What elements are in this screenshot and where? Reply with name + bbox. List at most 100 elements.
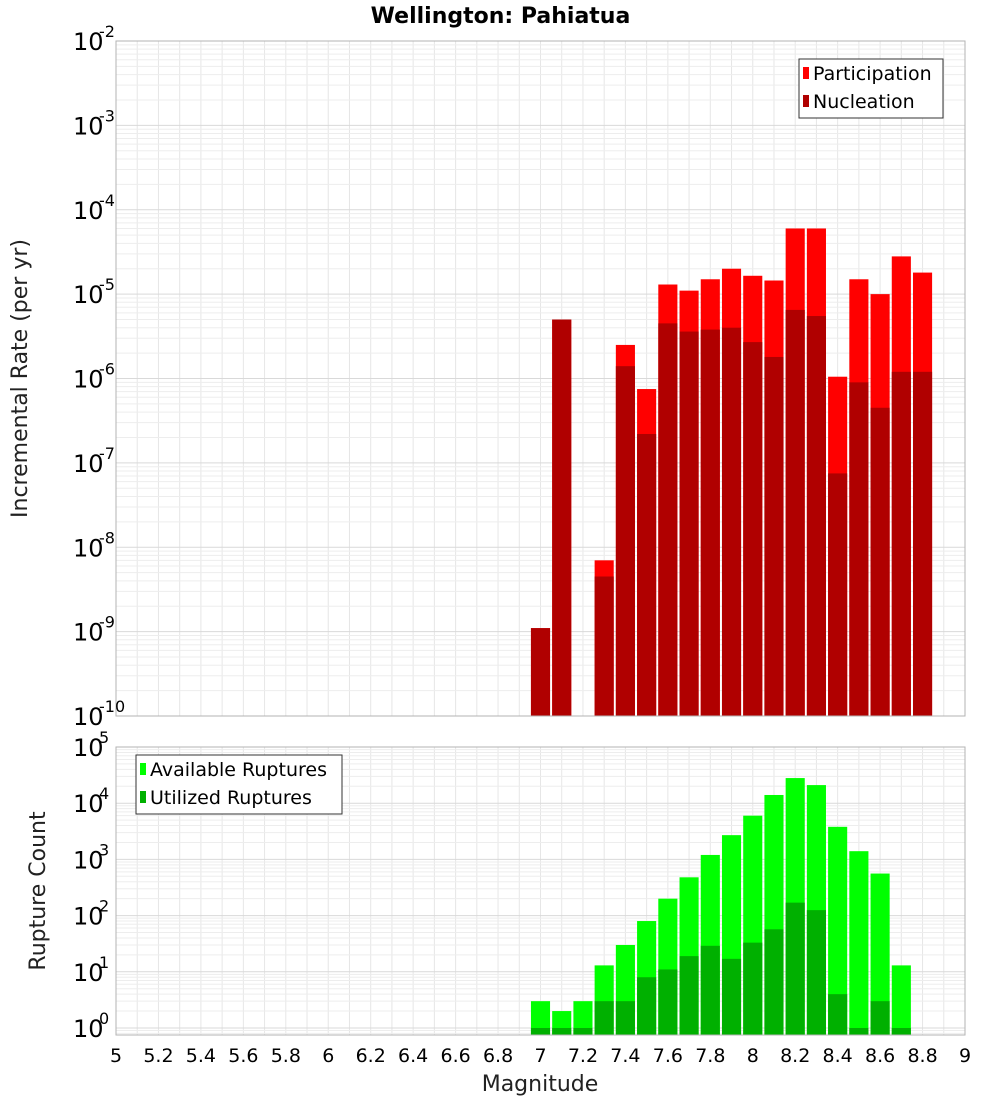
series-1 bbox=[530, 309, 933, 716]
bar bbox=[594, 1001, 614, 1035]
legend: Participation Nucleation bbox=[798, 58, 944, 119]
bar bbox=[912, 371, 933, 716]
y-tick-exponent: 1 bbox=[99, 953, 109, 972]
y-tick-label: 10-6 bbox=[73, 360, 115, 394]
y-axis-label: Incremental Rate (per yr) bbox=[8, 239, 33, 518]
x-tick-label: 8.6 bbox=[865, 1045, 895, 1067]
bar bbox=[785, 309, 805, 716]
x-tick-label: 5.4 bbox=[186, 1045, 216, 1067]
bar bbox=[679, 956, 699, 1035]
y-tick-base: 10 bbox=[73, 703, 104, 731]
legend-box bbox=[135, 754, 343, 815]
bar bbox=[530, 1027, 551, 1035]
bar bbox=[806, 910, 826, 1035]
bar bbox=[658, 969, 678, 1035]
y-tick-exponent: -4 bbox=[99, 191, 115, 210]
x-tick-label: 6 bbox=[322, 1045, 334, 1067]
x-tick-label: 6.6 bbox=[440, 1045, 470, 1067]
bar bbox=[785, 902, 805, 1035]
bar bbox=[806, 316, 826, 716]
x-tick-label: 6.8 bbox=[483, 1045, 513, 1067]
x-tick-labels: 5 5.2 5.4 5.6 5.8 6 6.2 6.4 6.6 6.8 7 7.2 7.4 7.6 7.8 8… bbox=[110, 1045, 971, 1067]
bar bbox=[828, 994, 848, 1035]
legend-box bbox=[798, 58, 944, 119]
y-tick-base: 10 bbox=[73, 366, 104, 394]
legend: Available Ruptures Utilized Ruptures bbox=[135, 754, 343, 815]
bar bbox=[870, 1001, 890, 1035]
x-tick-label: 9 bbox=[959, 1045, 971, 1067]
y-tick-base: 10 bbox=[73, 197, 104, 225]
bar bbox=[828, 473, 848, 716]
y-tick-base: 10 bbox=[73, 28, 104, 56]
y-tick-exponent: -3 bbox=[99, 106, 115, 125]
legend-swatch bbox=[140, 763, 146, 775]
series-1 bbox=[530, 902, 911, 1035]
y-tick-label: 10-9 bbox=[73, 613, 115, 647]
y-tick-label: 103 bbox=[73, 840, 109, 874]
y-tick-base: 10 bbox=[73, 734, 104, 762]
x-tick-label: 7.2 bbox=[568, 1045, 598, 1067]
y-tick-exponent: 3 bbox=[99, 840, 109, 859]
bar bbox=[615, 1001, 635, 1035]
y-tick-label: 10-5 bbox=[73, 275, 115, 309]
y-tick-base: 10 bbox=[73, 534, 104, 562]
y-tick-base: 10 bbox=[73, 619, 104, 647]
bar bbox=[764, 929, 784, 1035]
y-tick-label: 102 bbox=[73, 897, 109, 931]
y-tick-label: 10-3 bbox=[73, 106, 115, 140]
chart-panel-0: 10-1010-910-810-710-610-510-410-310-2Wel… bbox=[8, 4, 966, 731]
bar bbox=[743, 942, 763, 1035]
bar bbox=[721, 327, 742, 716]
y-tick-base: 10 bbox=[73, 790, 104, 818]
bar bbox=[679, 331, 699, 716]
y-tick-base: 10 bbox=[73, 846, 104, 874]
y-tick-base: 10 bbox=[73, 903, 104, 931]
y-tick-exponent: 4 bbox=[99, 784, 109, 803]
bar bbox=[615, 366, 635, 716]
y-tick-exponent: 2 bbox=[99, 897, 109, 916]
bar bbox=[594, 576, 614, 716]
bar bbox=[870, 873, 890, 1035]
y-tick-exponent: -5 bbox=[99, 275, 115, 294]
bar bbox=[891, 965, 911, 1035]
legend-label: Utilized Ruptures bbox=[150, 787, 312, 809]
bar bbox=[849, 382, 869, 716]
y-tick-label: 10-7 bbox=[73, 444, 115, 478]
x-tick-label: 6.2 bbox=[356, 1045, 386, 1067]
bar bbox=[530, 628, 551, 716]
y-axis-label: Rupture Count bbox=[26, 811, 51, 971]
bar bbox=[849, 1027, 869, 1035]
bar bbox=[700, 329, 720, 716]
bar bbox=[828, 826, 848, 1035]
y-tick-exponent: 0 bbox=[99, 1009, 109, 1028]
y-tick-label: 10-10 bbox=[73, 697, 125, 731]
y-tick-label: 105 bbox=[73, 728, 109, 762]
legend-label: Nucleation bbox=[813, 91, 915, 113]
y-tick-exponent: -7 bbox=[99, 444, 115, 463]
y-tick-label: 10-2 bbox=[73, 22, 115, 56]
y-tick-label: 10-4 bbox=[73, 191, 115, 225]
x-tick-label: 6.4 bbox=[398, 1045, 428, 1067]
x-tick-label: 8.2 bbox=[780, 1045, 810, 1067]
bar bbox=[573, 1001, 593, 1035]
y-tick-label: 100 bbox=[73, 1009, 109, 1043]
bar bbox=[658, 323, 678, 716]
y-tick-label: 104 bbox=[73, 784, 109, 818]
x-tick-label: 5.6 bbox=[228, 1045, 258, 1067]
y-tick-base: 10 bbox=[73, 959, 104, 987]
bar bbox=[891, 371, 911, 716]
bar bbox=[700, 945, 720, 1035]
y-tick-base: 10 bbox=[73, 112, 104, 140]
legend-swatch bbox=[803, 67, 809, 79]
chart-title: Wellington: Pahiatua bbox=[371, 4, 631, 29]
x-tick-label: 8.4 bbox=[823, 1045, 853, 1067]
y-tick-exponent: -2 bbox=[99, 22, 115, 41]
x-tick-label: 7.6 bbox=[653, 1045, 683, 1067]
y-tick-exponent: -6 bbox=[99, 360, 115, 379]
y-tick-label: 10-8 bbox=[73, 528, 115, 562]
bar bbox=[637, 977, 657, 1035]
x-tick-label: 7.8 bbox=[695, 1045, 725, 1067]
y-tick-exponent: 5 bbox=[99, 728, 109, 747]
